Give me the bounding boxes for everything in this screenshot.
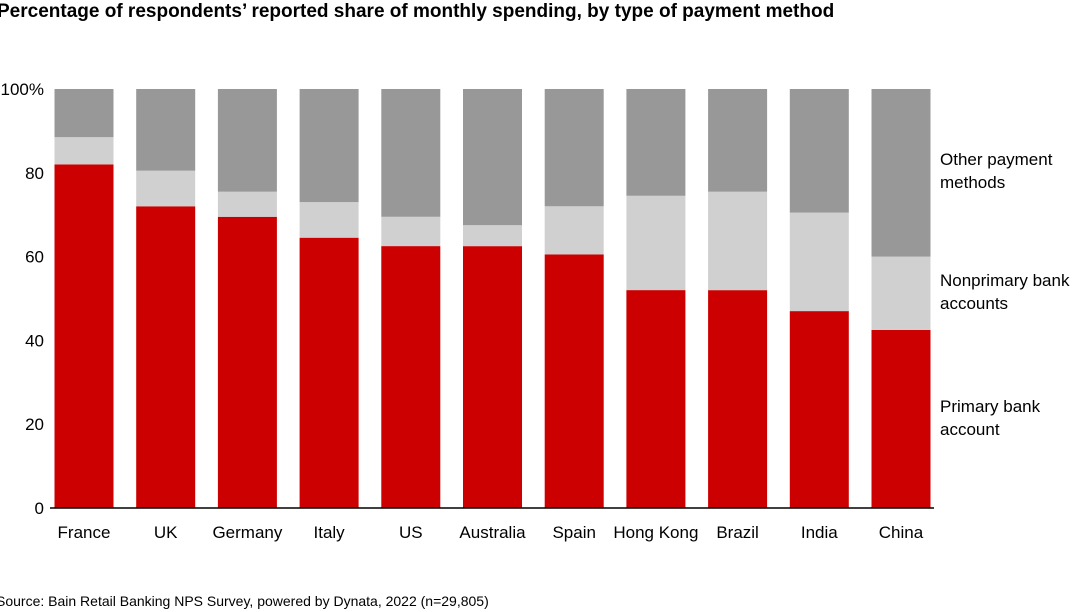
x-tick-label: India [801, 523, 838, 542]
x-tick-label: Brazil [716, 523, 759, 542]
bar-segment-other [708, 89, 768, 192]
x-tick-label: France [58, 523, 111, 542]
legend-other-line2: methods [940, 173, 1006, 192]
legend-nonprimary-line2: accounts [940, 294, 1009, 313]
bar-segment-primary [136, 206, 196, 509]
bar-segment-primary [871, 329, 931, 508]
bar-segment-nonprimary [544, 206, 604, 255]
bar-segment-primary [544, 254, 604, 508]
bar-segment-other [789, 89, 849, 213]
x-tick-label: US [399, 523, 423, 542]
y-tick-label: 80 [25, 164, 44, 183]
bar-segment-primary [463, 246, 522, 508]
bar-segment-nonprimary [136, 170, 196, 207]
bar-segment-nonprimary [217, 191, 277, 217]
bar-segment-other [54, 89, 114, 138]
bar-segment-nonprimary [789, 212, 849, 312]
y-tick-label: 0 [35, 499, 44, 518]
bar-segment-primary [708, 290, 768, 508]
bar-segment-nonprimary [708, 191, 768, 291]
x-tick-label: Italy [314, 523, 346, 542]
y-tick-label: 40 [25, 331, 44, 350]
x-tick-label: UK [154, 523, 178, 542]
legend-primary-line1: Primary bank [940, 397, 1041, 416]
bar-segment-other [626, 89, 686, 196]
bar-segment-other [299, 89, 359, 203]
y-tick-label: 60 [25, 248, 44, 267]
bar-segment-other [871, 89, 931, 257]
bar-segment-nonprimary [299, 202, 359, 238]
bar-segment-other [217, 89, 277, 192]
bar-segment-nonprimary [463, 225, 522, 247]
bars-group [54, 89, 931, 509]
bar-segment-primary [54, 164, 114, 508]
source-note: Source: Bain Retail Banking NPS Survey, … [0, 593, 489, 609]
bar-segment-primary [626, 290, 686, 508]
stacked-bar-chart: 0 20 40 60 80 100% France UK Germany Italy US Aust… [1, 80, 934, 542]
bar-segment-nonprimary [54, 137, 114, 165]
legend-primary-line2: account [940, 420, 1000, 439]
legend-nonprimary: Nonprimary bank accounts [940, 269, 1069, 315]
legend-nonprimary-line1: Nonprimary bank [940, 271, 1070, 290]
bar-segment-primary [381, 246, 441, 508]
legend-other-line1: Other payment [940, 150, 1053, 169]
x-tick-label: China [879, 523, 924, 542]
y-tick-label: 100% [1, 80, 44, 99]
y-tick-label: 20 [25, 415, 44, 434]
y-tick-labels: 0 20 40 60 80 100% [1, 80, 44, 518]
bar-segment-other [381, 89, 441, 217]
x-tick-label: Australia [459, 523, 526, 542]
bar-segment-nonprimary [626, 195, 686, 291]
bar-segment-nonprimary [871, 256, 931, 330]
chart-title: Percentage of respondents’ reported shar… [0, 1, 835, 22]
legend-primary: Primary bank account [940, 395, 1040, 441]
bar-segment-other [463, 89, 522, 226]
legend-other: Other payment methods [940, 148, 1052, 194]
bar-segment-nonprimary [381, 216, 441, 247]
x-tick-label: Spain [552, 523, 595, 542]
bar-segment-primary [789, 311, 849, 508]
bar-segment-other [544, 89, 604, 207]
x-tick-labels: France UK Germany Italy US Australia Spain Hong… [58, 523, 924, 542]
x-tick-label: Hong Kong [613, 523, 698, 542]
bar-segment-primary [217, 216, 277, 509]
bar-segment-other [136, 89, 196, 171]
bar-segment-primary [299, 237, 359, 508]
x-tick-label: Germany [212, 523, 282, 542]
